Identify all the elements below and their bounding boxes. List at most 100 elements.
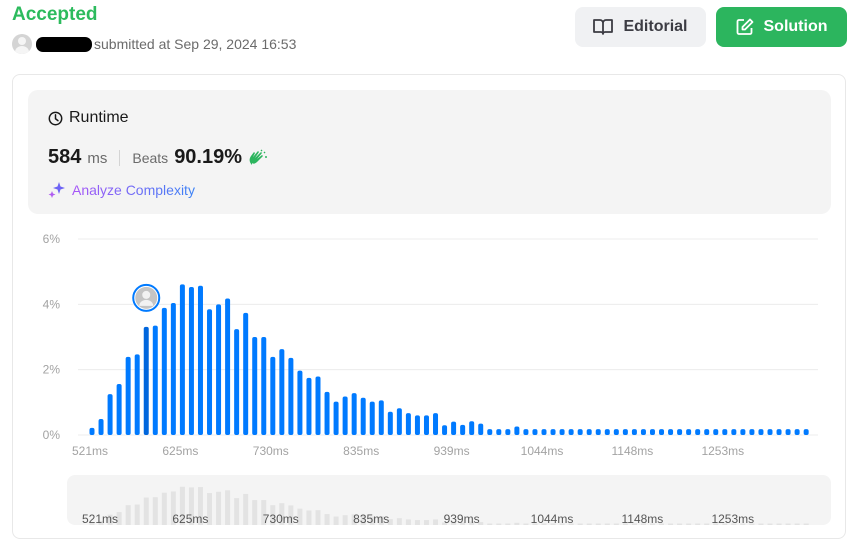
histogram-bar[interactable]	[279, 349, 285, 435]
histogram-bar[interactable]	[387, 411, 393, 435]
histogram-bar[interactable]	[704, 429, 710, 435]
histogram-bar[interactable]	[532, 429, 538, 435]
histogram-bar[interactable]	[89, 427, 95, 435]
histogram-bar[interactable]	[622, 429, 628, 435]
range-brush[interactable]	[67, 475, 831, 525]
histogram-bar[interactable]	[803, 429, 809, 435]
histogram-bar[interactable]	[414, 415, 420, 435]
histogram-bar[interactable]	[776, 429, 782, 435]
histogram-bar[interactable]	[143, 326, 149, 435]
histogram-bar[interactable]	[550, 429, 556, 435]
histogram-bar[interactable]	[649, 429, 655, 435]
histogram-bar[interactable]	[731, 429, 737, 435]
mini-bar	[451, 521, 457, 525]
histogram-bar[interactable]	[505, 429, 511, 435]
user-avatar[interactable]	[12, 34, 32, 54]
histogram-bar[interactable]	[767, 429, 773, 435]
histogram-bar[interactable]	[478, 423, 484, 435]
analyze-complexity-button[interactable]: Analyze Complexity	[48, 181, 195, 199]
histogram-bar[interactable]	[261, 337, 267, 435]
histogram-bar[interactable]	[207, 309, 213, 435]
histogram-bar[interactable]	[785, 429, 791, 435]
mini-bar	[505, 523, 511, 525]
histogram-bar[interactable]	[740, 429, 746, 435]
histogram-bar[interactable]	[523, 429, 529, 435]
analyze-complexity-label: Analyze Complexity	[72, 182, 195, 198]
histogram-bar[interactable]	[134, 354, 140, 435]
mini-bar	[98, 520, 104, 525]
mini-bar	[342, 515, 348, 525]
histogram-bar[interactable]	[677, 429, 683, 435]
histogram-bar[interactable]	[568, 429, 574, 435]
histogram-bar[interactable]	[514, 426, 520, 435]
mini-bar	[785, 523, 791, 525]
histogram-bar[interactable]	[125, 356, 131, 435]
histogram-bar[interactable]	[577, 429, 583, 435]
histogram-bar[interactable]	[487, 429, 493, 435]
histogram-bar[interactable]	[197, 285, 203, 435]
histogram-bar[interactable]	[170, 303, 176, 435]
histogram-bar[interactable]	[360, 397, 366, 435]
histogram-bar[interactable]	[695, 429, 701, 435]
histogram-bar[interactable]	[794, 429, 800, 435]
histogram-bar[interactable]	[378, 400, 384, 435]
histogram-bar[interactable]	[631, 429, 637, 435]
histogram-bar[interactable]	[297, 370, 303, 435]
histogram-bar[interactable]	[659, 429, 665, 435]
user-avatar-body	[139, 299, 154, 306]
histogram-bar[interactable]	[460, 424, 466, 435]
histogram-bar[interactable]	[252, 337, 258, 435]
mini-bar	[270, 505, 276, 525]
histogram-bar[interactable]	[423, 415, 429, 435]
histogram-bar[interactable]	[225, 298, 231, 435]
histogram-bar[interactable]	[107, 394, 113, 435]
histogram-bar[interactable]	[604, 429, 610, 435]
histogram-bar[interactable]	[442, 425, 448, 435]
histogram-bar[interactable]	[405, 413, 411, 435]
histogram-bar[interactable]	[315, 376, 321, 435]
histogram-bar[interactable]	[433, 413, 439, 435]
histogram-bar[interactable]	[98, 418, 104, 435]
histogram-bar[interactable]	[116, 384, 122, 435]
mini-bar	[89, 523, 95, 525]
histogram-bar[interactable]	[640, 429, 646, 435]
histogram-bar[interactable]	[179, 284, 185, 435]
histogram-bar[interactable]	[243, 312, 249, 435]
histogram-bar[interactable]	[342, 396, 348, 435]
solution-button[interactable]: Solution	[716, 7, 847, 47]
histogram-bar[interactable]	[234, 329, 240, 435]
histogram-bar[interactable]	[613, 429, 619, 435]
histogram-bar[interactable]	[559, 429, 565, 435]
histogram-bar[interactable]	[324, 391, 330, 435]
histogram-bar[interactable]	[288, 357, 294, 435]
histogram-bar[interactable]	[333, 401, 339, 435]
mini-bar	[297, 508, 303, 525]
histogram-bar[interactable]	[758, 429, 764, 435]
histogram-bar[interactable]	[686, 429, 692, 435]
histogram-bar[interactable]	[713, 429, 719, 435]
histogram-bar[interactable]	[369, 401, 375, 435]
histogram-bar[interactable]	[270, 356, 276, 435]
histogram-bar[interactable]	[541, 429, 547, 435]
histogram-bar[interactable]	[668, 429, 674, 435]
histogram-bar[interactable]	[722, 429, 728, 435]
histogram-bar[interactable]	[469, 421, 475, 435]
mini-bar	[749, 523, 755, 525]
histogram-bar[interactable]	[595, 429, 601, 435]
runtime-panel[interactable]	[28, 90, 831, 214]
editorial-button[interactable]: Editorial	[575, 7, 706, 47]
histogram-bar[interactable]	[749, 429, 755, 435]
histogram-bar[interactable]	[396, 408, 402, 435]
histogram-bar[interactable]	[152, 325, 158, 435]
histogram-bar[interactable]	[188, 287, 194, 435]
histogram-bar[interactable]	[306, 377, 312, 435]
mini-bar	[532, 523, 538, 525]
histogram-bar[interactable]	[586, 429, 592, 435]
histogram-bar[interactable]	[496, 429, 502, 435]
histogram-bar[interactable]	[451, 421, 457, 435]
histogram-bar[interactable]	[351, 393, 357, 435]
histogram-bar[interactable]	[216, 304, 222, 435]
mini-bar	[803, 523, 809, 525]
histogram-bar[interactable]	[161, 307, 167, 435]
